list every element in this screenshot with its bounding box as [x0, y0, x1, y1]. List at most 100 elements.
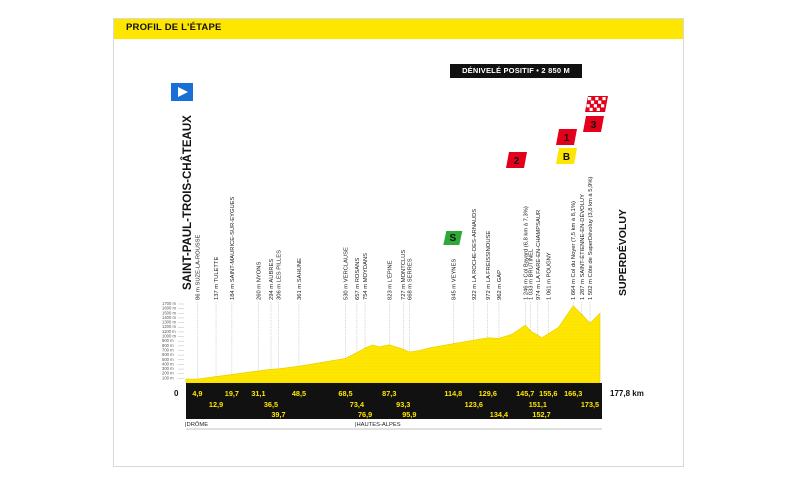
- waypoint-label: 845 m VEYNES: [451, 259, 457, 300]
- waypoint-label: 962 m GAP: [497, 270, 503, 300]
- km-label-mid: 123,6: [465, 400, 483, 409]
- waypoint-labels: 86 m SUZE-LA-ROUSSE 137 m TULETTE 184 m SA…: [195, 177, 594, 380]
- waypoint-label: 972 m LA FREISSINOUSE: [486, 231, 492, 300]
- y-tick-label: 1300 m: [162, 320, 176, 325]
- bonus-marker: B: [556, 148, 577, 164]
- checker-square: [586, 104, 590, 108]
- start-city-name: SAINT-PAUL-TROIS-CHÂTEAUX: [181, 115, 194, 290]
- y-tick-label: 300 m: [162, 366, 174, 371]
- y-tick-label: 600 m: [162, 352, 174, 357]
- checker-square: [590, 100, 595, 104]
- waypoint-label: 137 m TULETTE: [214, 256, 220, 300]
- km-label-top: 166,3: [564, 389, 582, 398]
- waypoint-label: 823 m L'ÉPINE: [386, 260, 393, 300]
- waypoint-label: 754 m MOYDANS: [363, 253, 369, 300]
- sprint-flag-label: S: [449, 233, 456, 244]
- waypoint-label: 1 502 m Côte de SuperDévoluy (3,8 km à 5…: [588, 177, 594, 300]
- checker-square: [595, 97, 599, 101]
- km-label-bot: 39,7: [271, 410, 285, 419]
- checker-square: [593, 104, 597, 108]
- y-tick-label: 400 m: [162, 361, 174, 366]
- km-label-top: 19,7: [225, 389, 239, 398]
- km-label-mid: 173,5: [581, 400, 599, 409]
- km-band: [186, 383, 602, 419]
- waypoint-label: 1 033 m BRUTINEL: [529, 248, 535, 300]
- waypoint-label: 974 m LA FARE-EN-CHAMPSAUR: [536, 210, 542, 300]
- km-label-top: 87,3: [382, 389, 396, 398]
- sprint-flag-shape: [443, 231, 463, 245]
- climb-marker: 2: [506, 152, 527, 168]
- climb-flag-label: 3: [591, 120, 597, 131]
- y-tick-label: 1100 m: [162, 329, 176, 334]
- bonus-flag-shape: [556, 148, 577, 164]
- y-tick-label: 1400 m: [162, 315, 176, 320]
- waypoint-label: 86 m SUZE-LA-ROUSSE: [195, 234, 201, 300]
- km-label-mid: 73,4: [350, 400, 365, 409]
- km-label-top: 48,5: [292, 389, 306, 398]
- x-end-label: 177,8 km: [610, 389, 644, 398]
- km-label-bot: 76,9: [358, 410, 372, 419]
- climb-flag-label: 2: [514, 156, 520, 167]
- y-tick-label: 1500 m: [162, 310, 176, 315]
- climb-flag-shape: [556, 129, 577, 145]
- checker-square: [589, 107, 593, 111]
- km-label-mid: 93,3: [396, 400, 410, 409]
- profile-area: [185, 305, 601, 384]
- km-label-mid: 36,5: [264, 400, 278, 409]
- km-label-top: 114,8: [444, 389, 462, 398]
- climb-flag-shape: [506, 152, 527, 168]
- km-label-mid: 12,9: [209, 400, 223, 409]
- km-label-top: 145,7: [516, 389, 534, 398]
- y-tick-label: 800 m: [162, 343, 174, 348]
- header-title: PROFIL DE L'ÉTAPE: [126, 22, 222, 33]
- waypoint-label: 1 287 m SAINT-ÉTIENNE-EN-DÉVOLUY: [579, 194, 586, 300]
- km-label-top: 129,6: [479, 389, 497, 398]
- start-flag: [171, 83, 193, 101]
- finish-city-name: SUPERDÉVOLUY: [616, 209, 629, 296]
- checker-square: [602, 97, 606, 101]
- waypoint-label: 530 m VERCLAUSE: [343, 247, 349, 300]
- waypoint-label: 306 m LES PILLES: [276, 250, 282, 300]
- km-label-bot: 152,7: [532, 410, 550, 419]
- km-label-mid: 151,1: [529, 400, 547, 409]
- waypoint-label: 1 061 m POUGNY: [546, 252, 552, 300]
- y-tick-label: 1200 m: [162, 324, 176, 329]
- climb-flag-label: 1: [564, 133, 570, 144]
- finish-flag: [585, 96, 608, 112]
- climb-marker: 1: [556, 129, 577, 145]
- checker-square: [601, 104, 605, 108]
- start-arrow-icon: [178, 87, 188, 97]
- y-tick-label: 200 m: [162, 371, 174, 376]
- waypoint-label: 922 m LA ROCHE-DES-ARNAUDS: [472, 209, 478, 300]
- bonus-flag-label: B: [563, 152, 570, 163]
- km-label-top: 155,6: [539, 389, 557, 398]
- climb-flag-shape: [583, 116, 604, 132]
- waypoint-label: 727 m MONTCLUS: [401, 250, 407, 300]
- y-tick-label: 900 m: [162, 338, 174, 343]
- checker-square: [598, 100, 602, 104]
- waypoint-label: 668 m SERRES: [407, 258, 413, 300]
- waypoint-label: 1 664 m Col du Noyer (7,5 km à 8,1%): [571, 201, 577, 300]
- x-start-label: 0: [174, 389, 179, 398]
- region-label: |DRÔME: [185, 421, 208, 428]
- y-tick-label: 1000 m: [162, 334, 176, 339]
- checker-square: [596, 107, 600, 111]
- y-tick-label: 1600 m: [162, 306, 176, 311]
- y-tick-label: 500 m: [162, 357, 174, 362]
- km-label-bot: 134,4: [490, 410, 509, 419]
- y-tick-label: 1700 m: [162, 301, 176, 306]
- sprint-marker: S: [443, 231, 463, 245]
- waypoint-label: 260 m NYONS: [256, 262, 262, 300]
- checker-square: [588, 97, 592, 101]
- waypoint-label: 294 m AUBRES: [269, 259, 275, 300]
- y-tick-label: 100 m: [162, 375, 174, 380]
- km-label-top: 4,9: [192, 389, 202, 398]
- region-label: |HAUTES-ALPES: [355, 422, 401, 428]
- elevation-gain-badge: DÉNIVELÉ POSITIF • 2 850 M: [450, 64, 582, 78]
- waypoint-label: 657 m ROSANS: [355, 258, 361, 300]
- waypoint-label: 361 m SAHUNE: [297, 258, 303, 300]
- km-label-bot: 95,9: [402, 410, 416, 419]
- km-label-top: 68,5: [338, 389, 352, 398]
